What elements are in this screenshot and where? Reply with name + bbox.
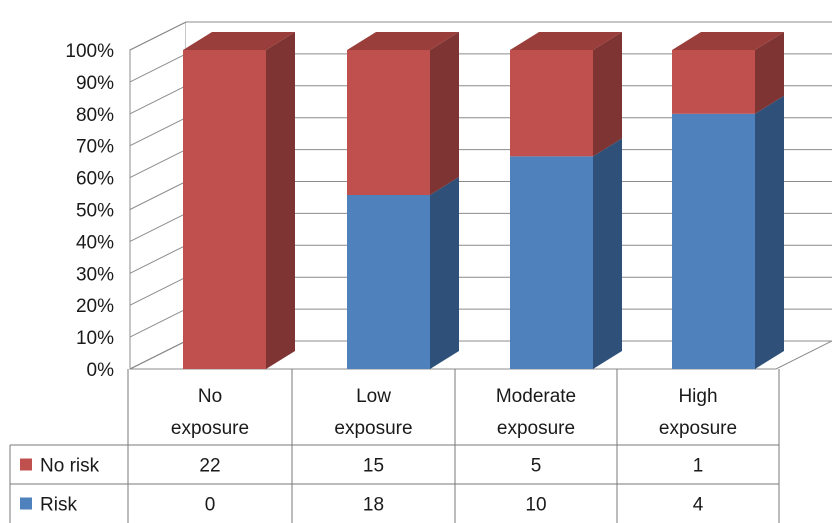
category-label: No — [198, 386, 222, 407]
category-label: Moderate — [496, 386, 576, 407]
bar-side — [755, 32, 784, 114]
gridline-diagonal — [129, 21, 187, 51]
bar-top — [183, 32, 295, 50]
gridline-diagonal — [129, 276, 187, 306]
bar-side — [593, 32, 622, 157]
bar-top — [347, 32, 459, 50]
y-tick-label: 60% — [76, 169, 114, 190]
table-cell-value: 15 — [363, 456, 384, 477]
y-tick-label: 100% — [65, 41, 114, 62]
table-cell-value: 5 — [531, 456, 542, 477]
bar-segment — [347, 50, 430, 195]
bars — [183, 32, 784, 370]
gridline-diagonal — [129, 53, 187, 83]
y-axis-tick-labels: 0% 10% 20% 30% 40% 50% 60% 70% 80% 90% 100% — [65, 41, 114, 381]
data-table: No exposure Low exposure Moderate exposure Hig… — [9, 369, 780, 523]
y-tick-label: 90% — [76, 73, 114, 94]
bar-segment — [183, 50, 266, 369]
y-tick-label: 50% — [76, 201, 114, 222]
bar-side — [593, 138, 622, 369]
table-cell-value: 10 — [525, 495, 546, 516]
bar-top — [510, 32, 622, 50]
y-tick-label: 30% — [76, 264, 114, 285]
bar-side — [430, 177, 459, 369]
bar-side — [266, 32, 295, 369]
table-cell-value: 1 — [693, 456, 704, 477]
y-tick-label: 0% — [87, 360, 115, 381]
table-row-label: No risk — [40, 456, 100, 477]
legend-key-risk — [20, 497, 32, 510]
gridline-diagonal — [129, 340, 187, 370]
y-tick-label: 40% — [76, 232, 114, 253]
bar-side — [755, 95, 784, 370]
legend-key-no-risk — [20, 458, 32, 471]
category-label: exposure — [171, 418, 249, 439]
category-label: High — [678, 386, 717, 407]
table-cell-value: 22 — [199, 456, 220, 477]
y-tick-label: 10% — [76, 328, 114, 349]
y-tick-label: 80% — [76, 105, 114, 126]
category-label: exposure — [334, 418, 412, 439]
gridline-diagonal — [129, 212, 187, 242]
gridline-diagonal — [129, 244, 187, 274]
gridline-diagonal — [129, 149, 187, 179]
y-tick-label: 70% — [76, 137, 114, 158]
category-label: exposure — [497, 418, 575, 439]
category-label: exposure — [659, 418, 737, 439]
bar-segment — [510, 50, 593, 157]
table-row-label: Risk — [40, 495, 77, 516]
gridline-diagonal — [129, 308, 187, 338]
bar-segment — [672, 113, 755, 369]
table-cell-value: 4 — [693, 495, 704, 516]
bar-side — [430, 32, 459, 195]
bar-top — [672, 32, 784, 50]
table-cell-value: 0 — [205, 495, 216, 516]
gridline-diagonal — [129, 117, 187, 147]
bar-segment — [672, 50, 755, 114]
bar-segment — [347, 195, 430, 369]
gridline-diagonal — [129, 181, 187, 210]
category-label: Low — [356, 386, 391, 407]
table-cell-value: 18 — [363, 495, 384, 516]
gridline-diagonal — [129, 85, 187, 115]
bar-segment — [510, 156, 593, 369]
y-tick-label: 20% — [76, 296, 114, 317]
